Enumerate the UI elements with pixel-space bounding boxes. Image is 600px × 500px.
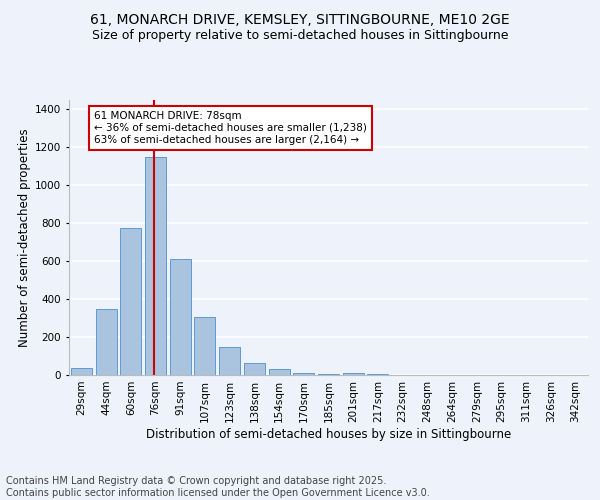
Bar — [120, 228, 141, 375]
Bar — [145, 157, 166, 375]
Bar — [343, 373, 364, 375]
Bar — [318, 374, 339, 375]
Bar — [194, 317, 215, 375]
Text: 61 MONARCH DRIVE: 78sqm
← 36% of semi-detached houses are smaller (1,238)
63% of: 61 MONARCH DRIVE: 78sqm ← 36% of semi-de… — [94, 112, 367, 144]
X-axis label: Distribution of semi-detached houses by size in Sittingbourne: Distribution of semi-detached houses by … — [146, 428, 511, 440]
Bar — [219, 346, 240, 375]
Bar — [367, 374, 388, 375]
Bar — [293, 372, 314, 375]
Text: Contains HM Land Registry data © Crown copyright and database right 2025.
Contai: Contains HM Land Registry data © Crown c… — [6, 476, 430, 498]
Bar — [244, 362, 265, 375]
Text: Size of property relative to semi-detached houses in Sittingbourne: Size of property relative to semi-detach… — [92, 29, 508, 42]
Text: 61, MONARCH DRIVE, KEMSLEY, SITTINGBOURNE, ME10 2GE: 61, MONARCH DRIVE, KEMSLEY, SITTINGBOURN… — [90, 12, 510, 26]
Bar — [269, 370, 290, 375]
Bar — [95, 308, 116, 375]
Y-axis label: Number of semi-detached properties: Number of semi-detached properties — [18, 128, 31, 347]
Bar — [170, 260, 191, 375]
Bar — [71, 368, 92, 375]
